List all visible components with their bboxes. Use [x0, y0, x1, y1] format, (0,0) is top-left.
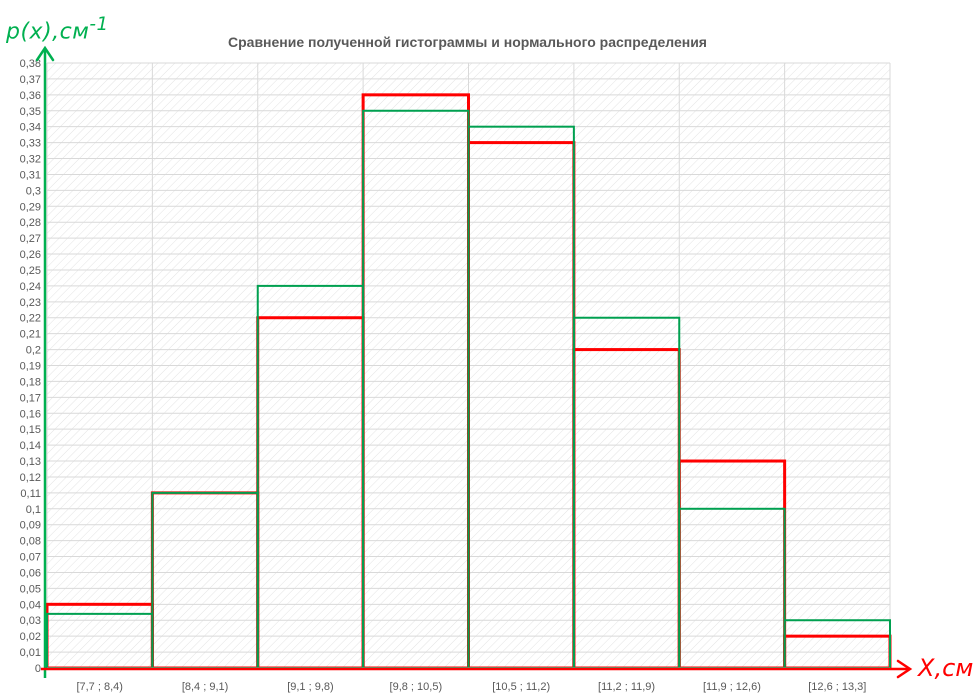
- y-tick-label: 0,06: [20, 567, 41, 579]
- y-tick-label: 0,23: [20, 297, 41, 309]
- y-tick-label: 0,03: [20, 615, 41, 627]
- x-tick-label: [11,9 ; 12,6): [703, 681, 761, 693]
- y-tick-label: 0,29: [20, 201, 41, 213]
- y-tick-label: 0,01: [20, 647, 41, 659]
- x-tick-label: [11,2 ; 11,9): [598, 681, 655, 693]
- y-tick-label: 0,37: [20, 74, 41, 86]
- y-tick-label: 0,36: [20, 90, 41, 102]
- y-tick-label: 0,18: [20, 376, 41, 388]
- x-tick-label: [9,8 ; 10,5): [390, 681, 443, 693]
- y-tick-label: 0,25: [20, 265, 41, 277]
- y-tick-label: 0,34: [20, 122, 41, 134]
- y-tick-label: 0,33: [20, 138, 41, 150]
- y-tick-label: 0,27: [20, 233, 41, 245]
- y-tick-label: 0,24: [20, 281, 41, 293]
- y-axis-label-superscript: -1: [89, 14, 109, 35]
- y-tick-label: 0,15: [20, 424, 41, 436]
- y-tick-label: 0,09: [20, 520, 41, 532]
- x-axis-arrowhead: [896, 659, 913, 679]
- y-tick-label: 0,16: [20, 408, 41, 420]
- y-tick-label: 0,12: [20, 472, 41, 484]
- y-axis-label: p(x),см-1: [6, 14, 109, 44]
- chart-title: Сравнение полученной гистограммы и норма…: [228, 34, 707, 50]
- y-tick-label: 0,05: [20, 583, 41, 595]
- y-tick-label: 0,32: [20, 154, 41, 166]
- y-tick-label: 0,2: [26, 345, 41, 357]
- x-tick-label: [9,1 ; 9,8): [287, 681, 333, 693]
- y-tick-label: 0,13: [20, 456, 41, 468]
- x-tick-label: [7,7 ; 8,4): [76, 681, 122, 693]
- y-tick-label: 0,22: [20, 313, 41, 325]
- y-tick-label: 0,19: [20, 361, 41, 373]
- y-tick-label: 0,35: [20, 106, 41, 118]
- y-tick-label: 0,38: [20, 58, 41, 70]
- y-tick-label: 0,17: [20, 392, 41, 404]
- y-tick-label: 0,3: [26, 185, 41, 197]
- y-tick-label: 0,07: [20, 552, 41, 564]
- y-tick-label: 0,26: [20, 249, 41, 261]
- y-tick-label: 0,21: [20, 329, 41, 341]
- y-axis-label-text: p(x),см: [6, 19, 90, 45]
- y-tick-label: 0,1: [26, 504, 41, 516]
- y-tick-label: 0,02: [20, 631, 41, 643]
- x-tick-label: [8,4 ; 9,1): [182, 681, 228, 693]
- y-tick-label: 0,11: [20, 488, 41, 500]
- y-tick-label: 0,31: [20, 169, 41, 181]
- y-axis-arrowhead: [35, 45, 55, 62]
- y-tick-label: 0: [35, 663, 41, 675]
- x-tick-label: [10,5 ; 11,2): [492, 681, 550, 693]
- y-tick-label: 0,14: [20, 440, 41, 452]
- x-axis-label: X,см: [918, 654, 974, 682]
- y-tick-label: 0,28: [20, 217, 41, 229]
- y-tick-label: 0,08: [20, 536, 41, 548]
- y-tick-label: 0,04: [20, 599, 41, 611]
- x-tick-label: [12,6 ; 13,3]: [808, 681, 866, 693]
